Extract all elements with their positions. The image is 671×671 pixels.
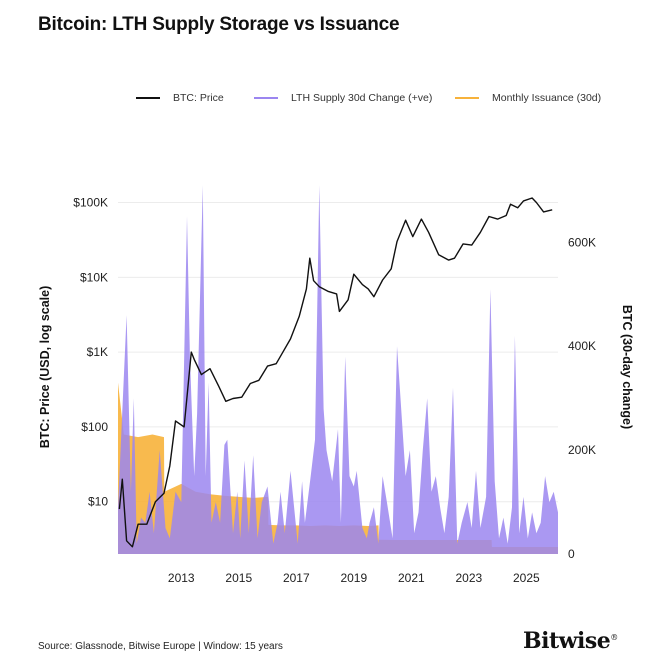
right-tick-label: 200K: [568, 443, 596, 457]
x-tick-label: 2021: [398, 571, 425, 585]
brand-logo: Bitwise®: [523, 628, 618, 654]
axes-layer: $10 $100 $1K $10K $100K 0 200K 400K 600K 2013 2015…: [38, 196, 634, 585]
legend-swatch-issuance: [455, 97, 479, 99]
page-title: Bitcoin: LTH Supply Storage vs Issuance: [38, 14, 400, 35]
series-issuance-area: [118, 382, 558, 554]
legend-swatch-lth-supply: [254, 97, 278, 99]
x-tick-label: 2015: [225, 571, 252, 585]
right-tick-label: 0: [568, 547, 575, 561]
grid-layer: [118, 202, 558, 503]
chart-legend: BTC: Price LTH Supply 30d Change (+ve) M…: [0, 92, 671, 108]
left-tick-label: $100K: [73, 196, 108, 210]
left-tick-label: $10: [88, 495, 108, 509]
x-tick-label: 2019: [340, 571, 367, 585]
right-tick-label: 600K: [568, 235, 596, 249]
x-tick-label: 2025: [513, 571, 540, 585]
legend-label-price: BTC: Price: [173, 92, 224, 104]
left-axis-title: BTC: Price (USD, log scale): [38, 286, 52, 449]
legend-label-issuance: Monthly Issuance (30d): [492, 92, 602, 104]
series-price-line: [118, 197, 553, 548]
series-lth-supply-area: [118, 185, 558, 554]
issuance-area-layer: [118, 382, 558, 554]
right-axis-title: BTC (30-day change): [620, 305, 634, 429]
x-tick-label: 2013: [168, 571, 195, 585]
left-tick-label: $1K: [87, 345, 108, 359]
legend-item-lth-supply: LTH Supply 30d Change (+ve): [254, 92, 432, 104]
left-tick-label: $10K: [80, 270, 108, 284]
x-tick-label: 2023: [455, 571, 482, 585]
x-tick-label: 2017: [283, 571, 310, 585]
source-note: Source: Glassnode, Bitwise Europe | Wind…: [38, 641, 283, 652]
brand-wordmark: Bitwise: [523, 628, 611, 654]
lth-supply-area-layer: [118, 185, 558, 554]
price-line-layer: [118, 197, 553, 548]
brand-registered-mark: ®: [610, 633, 618, 642]
legend-item-issuance: Monthly Issuance (30d): [455, 92, 601, 104]
right-tick-label: 400K: [568, 339, 596, 353]
legend-swatch-price: [136, 97, 160, 99]
left-tick-label: $100: [81, 420, 108, 434]
legend-item-price: BTC: Price: [136, 92, 224, 104]
legend-label-lth-supply: LTH Supply 30d Change (+ve): [291, 92, 433, 104]
